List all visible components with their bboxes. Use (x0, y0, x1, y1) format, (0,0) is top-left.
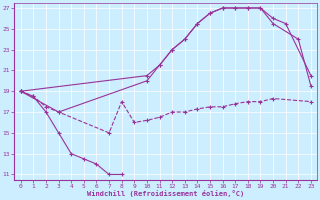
X-axis label: Windchill (Refroidissement éolien,°C): Windchill (Refroidissement éolien,°C) (87, 190, 244, 197)
